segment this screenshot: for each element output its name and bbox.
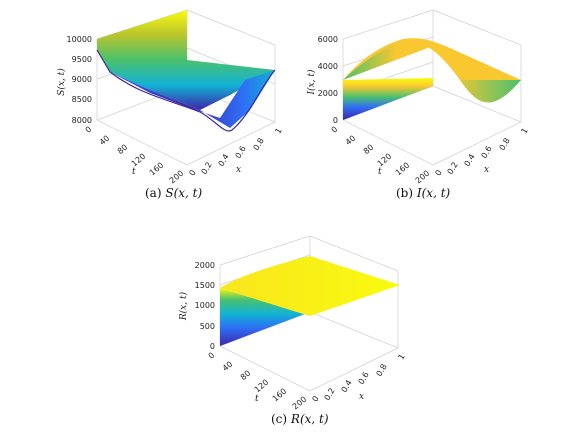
panel-c-ztick: 2000 <box>195 261 215 270</box>
panel-c-xlabel: x <box>359 392 364 402</box>
panel-a-surface-front <box>96 49 276 132</box>
panel-c-ttick: 80 <box>239 369 253 382</box>
panel-b-surface-top <box>343 38 521 80</box>
panel-a-ztick: 8000 <box>72 116 92 125</box>
caption-c-math: R(x, t) <box>290 412 329 426</box>
panel-a-xtick: 0.6 <box>234 145 248 161</box>
panel-c-ttick: 120 <box>253 378 270 395</box>
panel-c-ztick: 1000 <box>195 301 215 310</box>
panel-a-ztick: 8500 <box>72 95 92 104</box>
panel-a-zlabel: S(x, t) <box>56 68 67 96</box>
panel-a-ztick: 9000 <box>72 75 92 84</box>
caption-c: (c) R(x, t) <box>271 412 329 426</box>
panel-a-tlabel: t <box>132 167 136 177</box>
panel-b-ztick: 2000 <box>318 89 338 98</box>
panel-a: 10000 9500 9000 8500 8000 S(x, t) 0 40 8… <box>56 9 284 186</box>
caption-c-tag: (c) <box>271 412 288 426</box>
panel-c-xtick: 0.8 <box>375 363 389 379</box>
panel-a-ttick: 120 <box>130 152 147 169</box>
panel-a-xtick: 0 <box>187 169 197 178</box>
panel-a-xlabel: x <box>236 165 241 175</box>
panel-a-xtick: 0.2 <box>200 161 214 177</box>
caption-a: (a) S(x, t) <box>145 186 202 200</box>
panel-b-xlabel: x <box>484 165 489 175</box>
panel-c-ztick: 1500 <box>195 281 215 290</box>
panel-b-ztick: 0 <box>333 116 338 125</box>
panel-a-xtick: 1 <box>273 127 283 136</box>
panel-b: 6000 4000 2000 0 I(x, t) 0 40 80 120 160… <box>306 9 530 186</box>
panel-b-xtick: 0.6 <box>480 145 494 161</box>
panel-c-ztick: 0 <box>210 342 215 351</box>
panel-c-ztick: 500 <box>200 322 215 331</box>
panel-a-ttick: 80 <box>116 143 130 156</box>
panel-c-ttick: 40 <box>221 360 235 373</box>
panel-b-ttick: 40 <box>344 134 358 147</box>
panel-b-ttick: 200 <box>414 169 431 186</box>
caption-a-math: S(x, t) <box>165 186 203 200</box>
panel-b-surface <box>343 38 521 103</box>
panel-c-xtick: 0.4 <box>340 379 354 395</box>
panel-a-ttick: 40 <box>98 134 112 147</box>
panel-b-tlabel: t <box>378 167 382 177</box>
panel-b-ttick: 120 <box>376 152 393 169</box>
panel-c-surface-front <box>220 288 310 346</box>
panel-b-xtick: 0 <box>433 169 443 178</box>
panel-a-xtick: 0.8 <box>252 137 266 153</box>
panel-b-ztick: 6000 <box>318 35 338 44</box>
panel-c-xtick: 0.2 <box>323 387 337 403</box>
panel-a-ttick: 0 <box>84 125 94 135</box>
panel-a-ttick: 160 <box>148 161 165 178</box>
panel-c-xtick: 0.6 <box>357 371 371 387</box>
panel-b-ttick: 0 <box>330 125 340 135</box>
panel-c-xtick: 0 <box>310 395 320 404</box>
panel-a-ttick: 200 <box>168 169 185 186</box>
panel-a-xtick: 0.4 <box>217 153 231 169</box>
panel-c-tlabel: t <box>255 394 259 404</box>
panel-c: 2000 1500 1000 500 0 R(x, t) 0 40 80 120… <box>178 235 407 412</box>
panel-c-ttick: 0 <box>207 351 217 361</box>
caption-b: (b) I(x, t) <box>396 186 450 200</box>
panel-a-ztick: 9500 <box>72 55 92 64</box>
panel-b-surface-base <box>343 78 433 120</box>
panel-c-ttick: 160 <box>271 387 288 404</box>
panel-b-ttick: 160 <box>394 161 411 178</box>
panel-a-surface-back <box>97 10 275 110</box>
caption-b-math: I(x, t) <box>416 186 451 200</box>
panel-b-ttick: 80 <box>362 143 376 156</box>
panel-c-surface-top <box>220 256 400 316</box>
panel-b-xtick: 1 <box>519 127 529 136</box>
panel-b-zlabel: I(x, t) <box>306 69 317 95</box>
panel-b-xtick: 0.2 <box>446 161 460 177</box>
panel-c-zlabel: R(x, t) <box>178 291 189 321</box>
panel-a-surface-trough <box>110 70 275 128</box>
panel-b-xtick: 0.8 <box>498 137 512 153</box>
panel-b-xtick: 0.4 <box>463 153 477 169</box>
panel-c-xtick: 1 <box>396 353 406 362</box>
panel-a-ztick: 10000 <box>67 35 92 44</box>
caption-a-tag: (a) <box>145 186 162 200</box>
panel-b-ztick: 4000 <box>318 62 338 71</box>
caption-b-tag: (b) <box>396 186 414 200</box>
panel-c-ttick: 200 <box>291 395 308 412</box>
